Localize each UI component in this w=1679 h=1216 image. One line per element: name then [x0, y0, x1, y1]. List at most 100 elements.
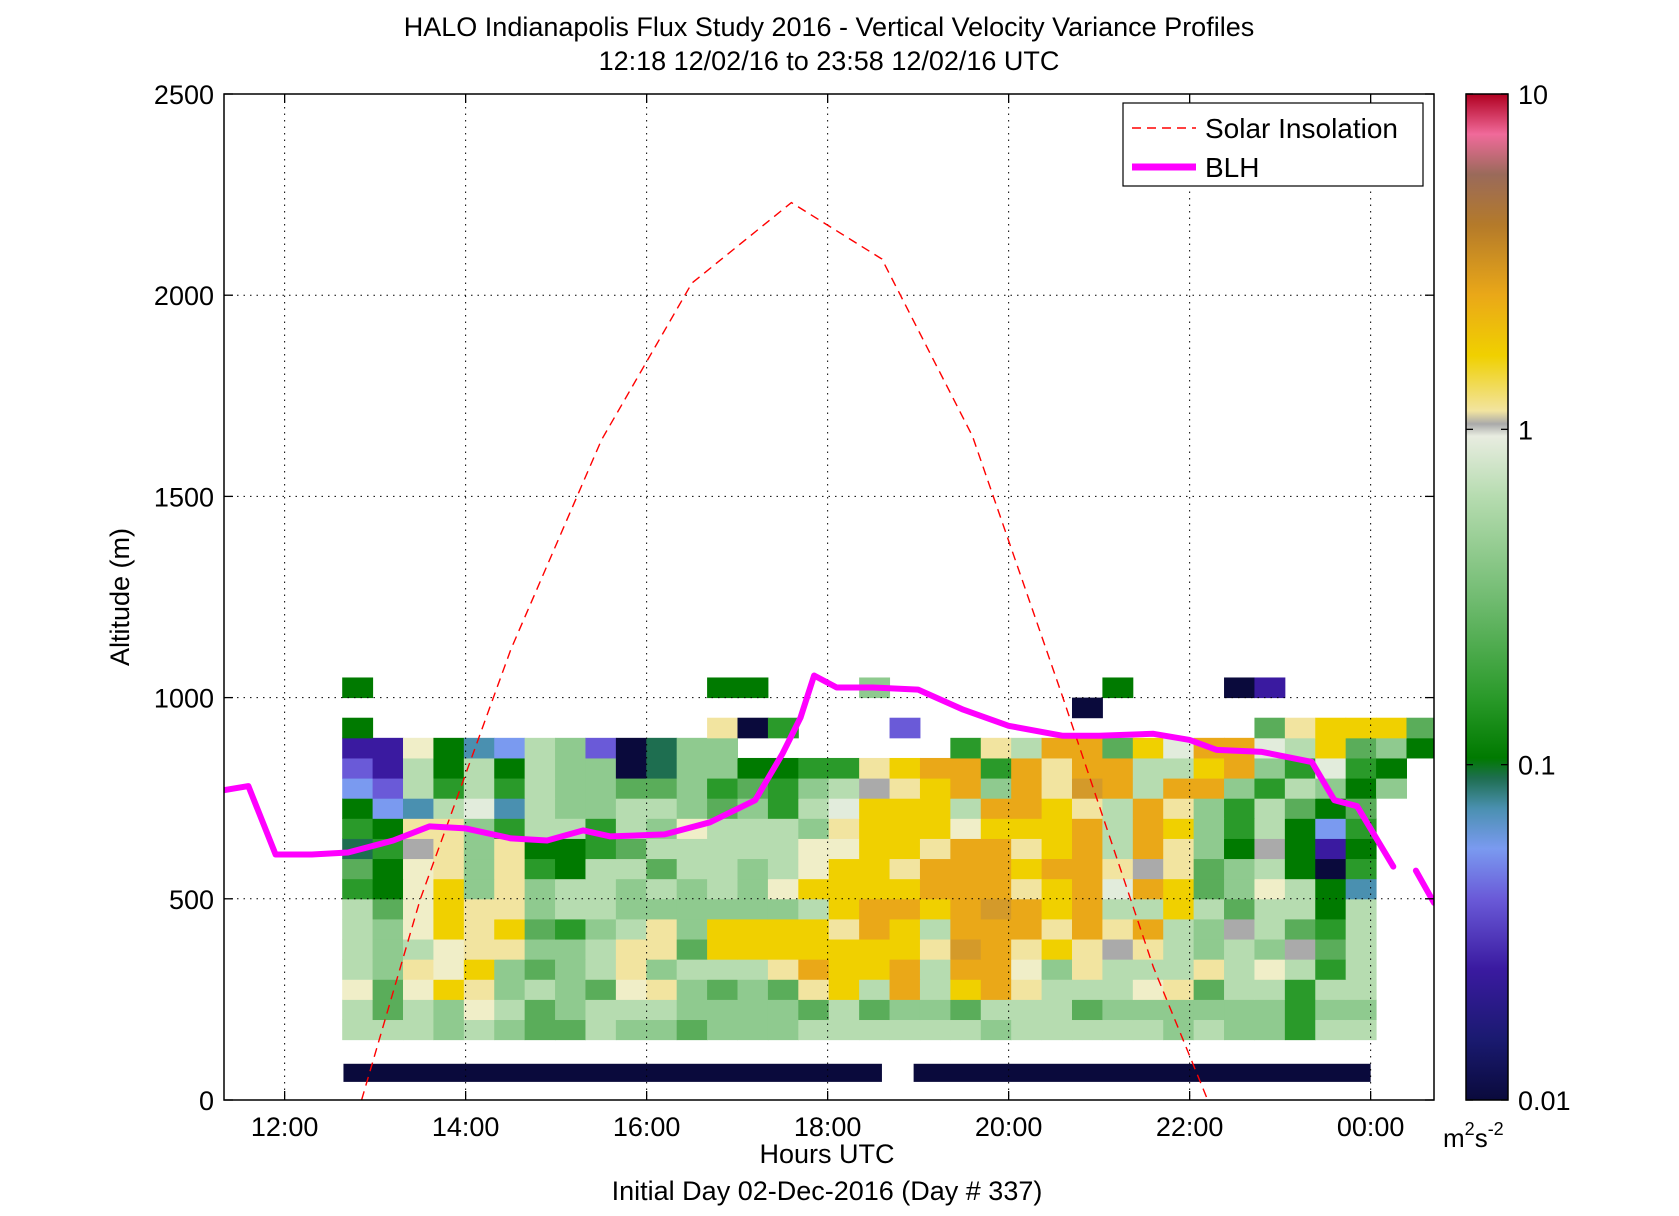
heatmap-cell [1254, 918, 1286, 940]
heatmap-cell [1193, 878, 1225, 900]
heatmap-cell [1071, 858, 1103, 880]
heatmap-cell [798, 999, 830, 1021]
heatmap-cell [524, 939, 556, 960]
heatmap-cell [646, 1019, 678, 1041]
heatmap-cell [524, 818, 556, 839]
heatmap-cell [524, 1019, 556, 1041]
heatmap-cell [889, 717, 921, 739]
heatmap-cell [342, 858, 374, 880]
heatmap-cell [1193, 838, 1225, 860]
heatmap-cell [372, 898, 404, 920]
heatmap-cell [1224, 959, 1255, 980]
heatmap-cell [980, 838, 1012, 860]
heatmap-cell [980, 898, 1012, 920]
heatmap-cell [1254, 1019, 1286, 1041]
heatmap-cell [372, 959, 404, 980]
heatmap-cell [798, 798, 830, 819]
heatmap-cell [433, 858, 465, 880]
heatmap-cell [980, 959, 1012, 980]
heatmap-cell [1132, 959, 1164, 980]
heatmap-cell [1193, 858, 1225, 880]
heatmap-cell [1011, 737, 1043, 759]
heatmap-cell [980, 858, 1012, 880]
heatmap-cell [1193, 939, 1225, 960]
heatmap-cell [403, 878, 434, 900]
heatmap-cell [1193, 818, 1225, 839]
legend-box [1122, 102, 1424, 187]
heatmap-cell [798, 757, 830, 779]
heatmap-cell [889, 999, 921, 1021]
y-axis-ticks: 0 500 1000 1500 2000 2500 [154, 80, 1434, 1116]
heatmap-cell [1132, 798, 1164, 819]
heatmap-cell [585, 939, 617, 960]
heatmap-cell [676, 838, 708, 860]
heatmap-cell [403, 798, 434, 819]
heatmap-cell [1284, 798, 1316, 819]
heatmap-cell [1224, 878, 1255, 900]
heatmap-cell [342, 959, 374, 980]
heatmap-cell [676, 1019, 708, 1041]
heatmap-cell [1224, 898, 1255, 920]
heatmap-cell [1284, 737, 1316, 759]
x-tick-label: 00:00 [1337, 1112, 1405, 1142]
heatmap-cell [646, 939, 678, 960]
heatmap-cell [828, 818, 860, 839]
heatmap-cell [1041, 979, 1073, 1000]
heatmap-cell [980, 878, 1012, 900]
heatmap-cell [1132, 979, 1164, 1000]
heatmap-cell [859, 918, 891, 940]
heatmap-cell [1315, 959, 1347, 980]
heatmap-cell [555, 757, 586, 779]
heatmap-cell [1011, 918, 1043, 940]
heatmap-cell [524, 979, 556, 1000]
heatmap-cell [1650, 677, 1679, 698]
heatmap-cell [1254, 959, 1286, 980]
heatmap-cell [585, 858, 617, 880]
heatmap-cell [1376, 737, 1407, 759]
heatmap-cell [919, 898, 951, 920]
heatmap-cell [1132, 778, 1164, 799]
heatmap-cell [859, 757, 891, 779]
heatmap-cell [1041, 778, 1073, 799]
heatmap-cell [798, 898, 830, 920]
heatmap-cell [585, 757, 617, 779]
heatmap-cell [1163, 838, 1195, 860]
heatmap-cell [1041, 939, 1073, 960]
heatmap-cell [1345, 838, 1377, 860]
heatmap-cell [1011, 818, 1043, 839]
heatmap-cell [646, 798, 678, 819]
heatmap-cell [950, 1019, 982, 1041]
heatmap-cell [889, 878, 921, 900]
heatmap-cell [1315, 918, 1347, 940]
heatmap-cell [950, 798, 982, 819]
heatmap-cell [767, 878, 799, 900]
heatmap-cell [676, 757, 708, 779]
heatmap-cell [919, 1019, 951, 1041]
nodata-bar [343, 1063, 1371, 1082]
heatmap-cell [524, 757, 556, 779]
heatmap-cell [1011, 858, 1043, 880]
heatmap-cell [372, 798, 404, 819]
heatmap-cell [1315, 878, 1347, 900]
heatmap-cell [1132, 898, 1164, 920]
heatmap-cell [859, 818, 891, 839]
heatmap-cell [707, 999, 739, 1021]
heatmap-cell [1071, 778, 1103, 799]
chart-subtitle: 12:18 12/02/16 to 23:58 12/02/16 UTC [599, 46, 1060, 76]
heatmap-cell [859, 999, 891, 1021]
heatmap-cell [1071, 1019, 1103, 1041]
heatmap-cell [463, 999, 495, 1021]
heatmap-cell [342, 939, 374, 960]
heatmap-cell [980, 818, 1012, 839]
heatmap-cell [1011, 878, 1043, 900]
heatmap-cell [1315, 999, 1347, 1021]
heatmap-cell [372, 979, 404, 1000]
heatmap-cell [524, 858, 556, 880]
heatmap-cell [1041, 999, 1073, 1021]
heatmap-cell [342, 1019, 374, 1041]
heatmap-cell [1132, 858, 1164, 880]
heatmap-cell [433, 898, 465, 920]
heatmap-cell [1224, 999, 1255, 1021]
heatmap-cell [737, 918, 769, 940]
y-tick-label: 2000 [154, 281, 214, 311]
